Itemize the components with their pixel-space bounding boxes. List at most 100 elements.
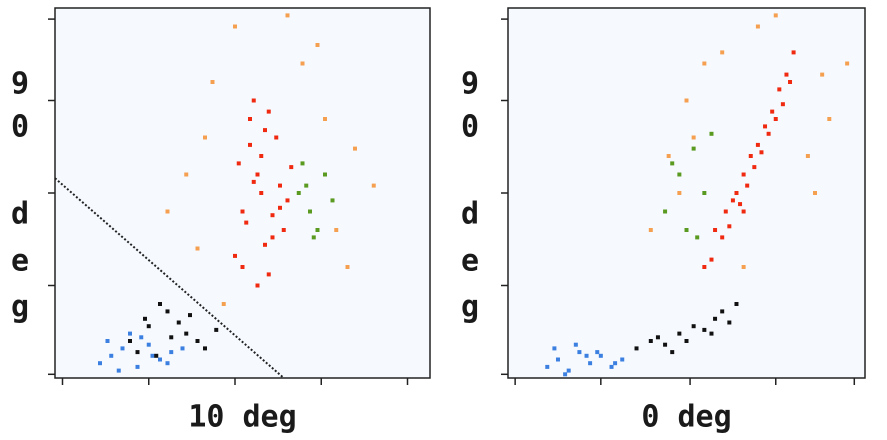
point: [128, 331, 132, 336]
point: [240, 209, 245, 214]
point: [670, 350, 675, 355]
point: [545, 364, 550, 369]
point: [274, 135, 279, 140]
point: [270, 213, 275, 218]
point: [766, 131, 771, 136]
point: [755, 24, 760, 29]
point: [176, 320, 181, 325]
point: [702, 191, 707, 195]
point: [300, 61, 305, 66]
point: [670, 161, 675, 166]
point: [805, 154, 810, 158]
point: [784, 72, 789, 77]
point: [741, 265, 746, 269]
point: [713, 316, 718, 321]
point: [345, 265, 350, 269]
point: [120, 346, 125, 351]
point: [702, 327, 707, 332]
point: [308, 209, 312, 214]
point: [684, 98, 689, 103]
point: [214, 327, 219, 332]
point: [169, 335, 174, 340]
point: [748, 154, 753, 158]
point: [255, 172, 260, 177]
point: [259, 154, 264, 158]
point: [727, 224, 732, 229]
point: [709, 257, 714, 262]
point: [236, 161, 241, 166]
point: [713, 228, 718, 232]
point: [720, 50, 725, 55]
point: [248, 142, 252, 147]
point: [263, 242, 267, 247]
point: [105, 339, 110, 343]
y-axis-label-char: e: [461, 244, 479, 279]
point: [677, 172, 682, 177]
point: [763, 124, 768, 129]
point: [552, 346, 557, 351]
point: [251, 98, 256, 103]
point: [285, 198, 290, 203]
point: [240, 265, 245, 269]
point: [584, 353, 589, 358]
point: [788, 80, 793, 84]
point: [780, 102, 785, 107]
point: [180, 346, 185, 351]
point: [563, 372, 568, 377]
point: [745, 183, 750, 188]
point: [691, 135, 696, 140]
point: [666, 154, 671, 158]
point: [128, 339, 132, 343]
point: [734, 302, 739, 306]
point: [158, 302, 162, 306]
point: [738, 202, 743, 207]
gate-line: [54, 177, 285, 379]
point: [109, 353, 114, 358]
point: [677, 331, 682, 336]
point: [730, 198, 735, 203]
x-axis-label: 0 deg: [641, 400, 731, 435]
point: [709, 131, 714, 136]
y-axis-label-char: 0: [461, 110, 479, 145]
point: [300, 161, 305, 166]
point: [330, 198, 335, 203]
point: [827, 117, 832, 121]
point: [315, 228, 320, 232]
point: [266, 272, 271, 277]
point: [143, 316, 147, 321]
point: [278, 183, 282, 188]
point: [691, 146, 696, 151]
point: [813, 191, 818, 195]
point: [734, 191, 739, 195]
point: [169, 350, 174, 355]
point: [323, 117, 327, 121]
point: [150, 353, 155, 358]
point: [609, 364, 614, 369]
point: [278, 205, 282, 210]
point: [311, 235, 316, 240]
point: [165, 361, 170, 366]
point: [684, 339, 689, 343]
point: [741, 172, 746, 177]
point: [154, 353, 159, 358]
point: [195, 339, 200, 343]
point: [720, 309, 725, 314]
x-axis-label: 10 deg: [188, 400, 296, 435]
point: [270, 235, 275, 240]
plot-area: [54, 7, 431, 379]
point: [146, 342, 151, 347]
point: [255, 283, 260, 288]
point: [334, 228, 339, 232]
point: [588, 361, 593, 366]
point: [648, 228, 653, 232]
point: [691, 324, 696, 329]
y-axis-label-char: g: [11, 290, 29, 325]
point: [135, 364, 140, 369]
point: [566, 368, 571, 373]
point: [203, 346, 207, 351]
point: [777, 87, 782, 92]
y-axis-label-char: 0: [11, 110, 29, 145]
point: [598, 353, 603, 358]
point: [184, 331, 189, 336]
point: [577, 350, 582, 355]
